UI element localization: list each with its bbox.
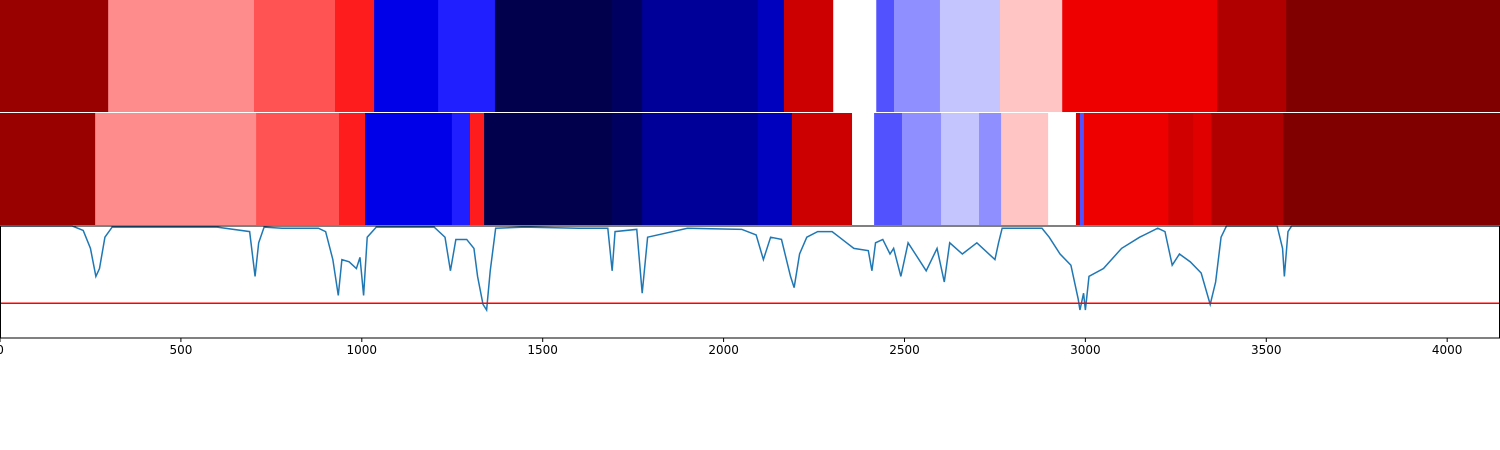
segment	[642, 113, 759, 225]
segment	[791, 113, 853, 225]
frame	[0, 225, 1500, 339]
segment	[1211, 113, 1284, 225]
segment	[0, 113, 96, 225]
segment	[757, 113, 793, 225]
segment	[1193, 113, 1212, 225]
segment	[1217, 0, 1287, 112]
segment	[642, 0, 759, 112]
x-tick-label: 1500	[527, 343, 558, 357]
segment	[256, 113, 340, 225]
segment	[1000, 0, 1063, 112]
segment	[612, 113, 643, 225]
segment	[893, 0, 941, 112]
segment	[852, 113, 875, 225]
segment	[374, 0, 439, 112]
segment	[451, 113, 471, 225]
segment	[365, 113, 453, 225]
segment	[0, 0, 109, 112]
segment	[1168, 113, 1194, 225]
segment	[1283, 113, 1500, 225]
segment	[438, 0, 496, 112]
segment	[1083, 113, 1169, 225]
segment	[757, 0, 785, 112]
segment	[901, 113, 942, 225]
segment	[833, 0, 877, 112]
segment	[484, 113, 613, 225]
segment	[1062, 0, 1218, 112]
segment	[874, 113, 903, 225]
x-tick-label: 3000	[1070, 343, 1101, 357]
x-tick-label: 2000	[708, 343, 739, 357]
segment	[108, 0, 255, 112]
segment	[339, 113, 366, 225]
segment	[939, 0, 1001, 112]
segment	[253, 0, 336, 112]
x-tick-label: 4000	[1432, 343, 1463, 357]
segment	[941, 113, 980, 225]
line	[0, 225, 1500, 313]
x-tick-label: 0	[0, 343, 4, 357]
segment	[1079, 113, 1085, 225]
segment	[469, 113, 485, 225]
x-tick-label: 2500	[889, 343, 920, 357]
segment	[95, 113, 257, 225]
x-tick-label: 3500	[1251, 343, 1282, 357]
segment	[876, 0, 895, 112]
segment	[979, 113, 1002, 225]
segment	[1075, 113, 1081, 225]
segment	[494, 0, 613, 112]
x-tick-label: 500	[169, 343, 192, 357]
segment	[1001, 113, 1049, 225]
x-tick-label: 1000	[347, 343, 378, 357]
segment	[335, 0, 375, 112]
segment	[784, 0, 834, 112]
segment	[1048, 113, 1077, 225]
segment	[1286, 0, 1500, 112]
segment	[612, 0, 643, 112]
